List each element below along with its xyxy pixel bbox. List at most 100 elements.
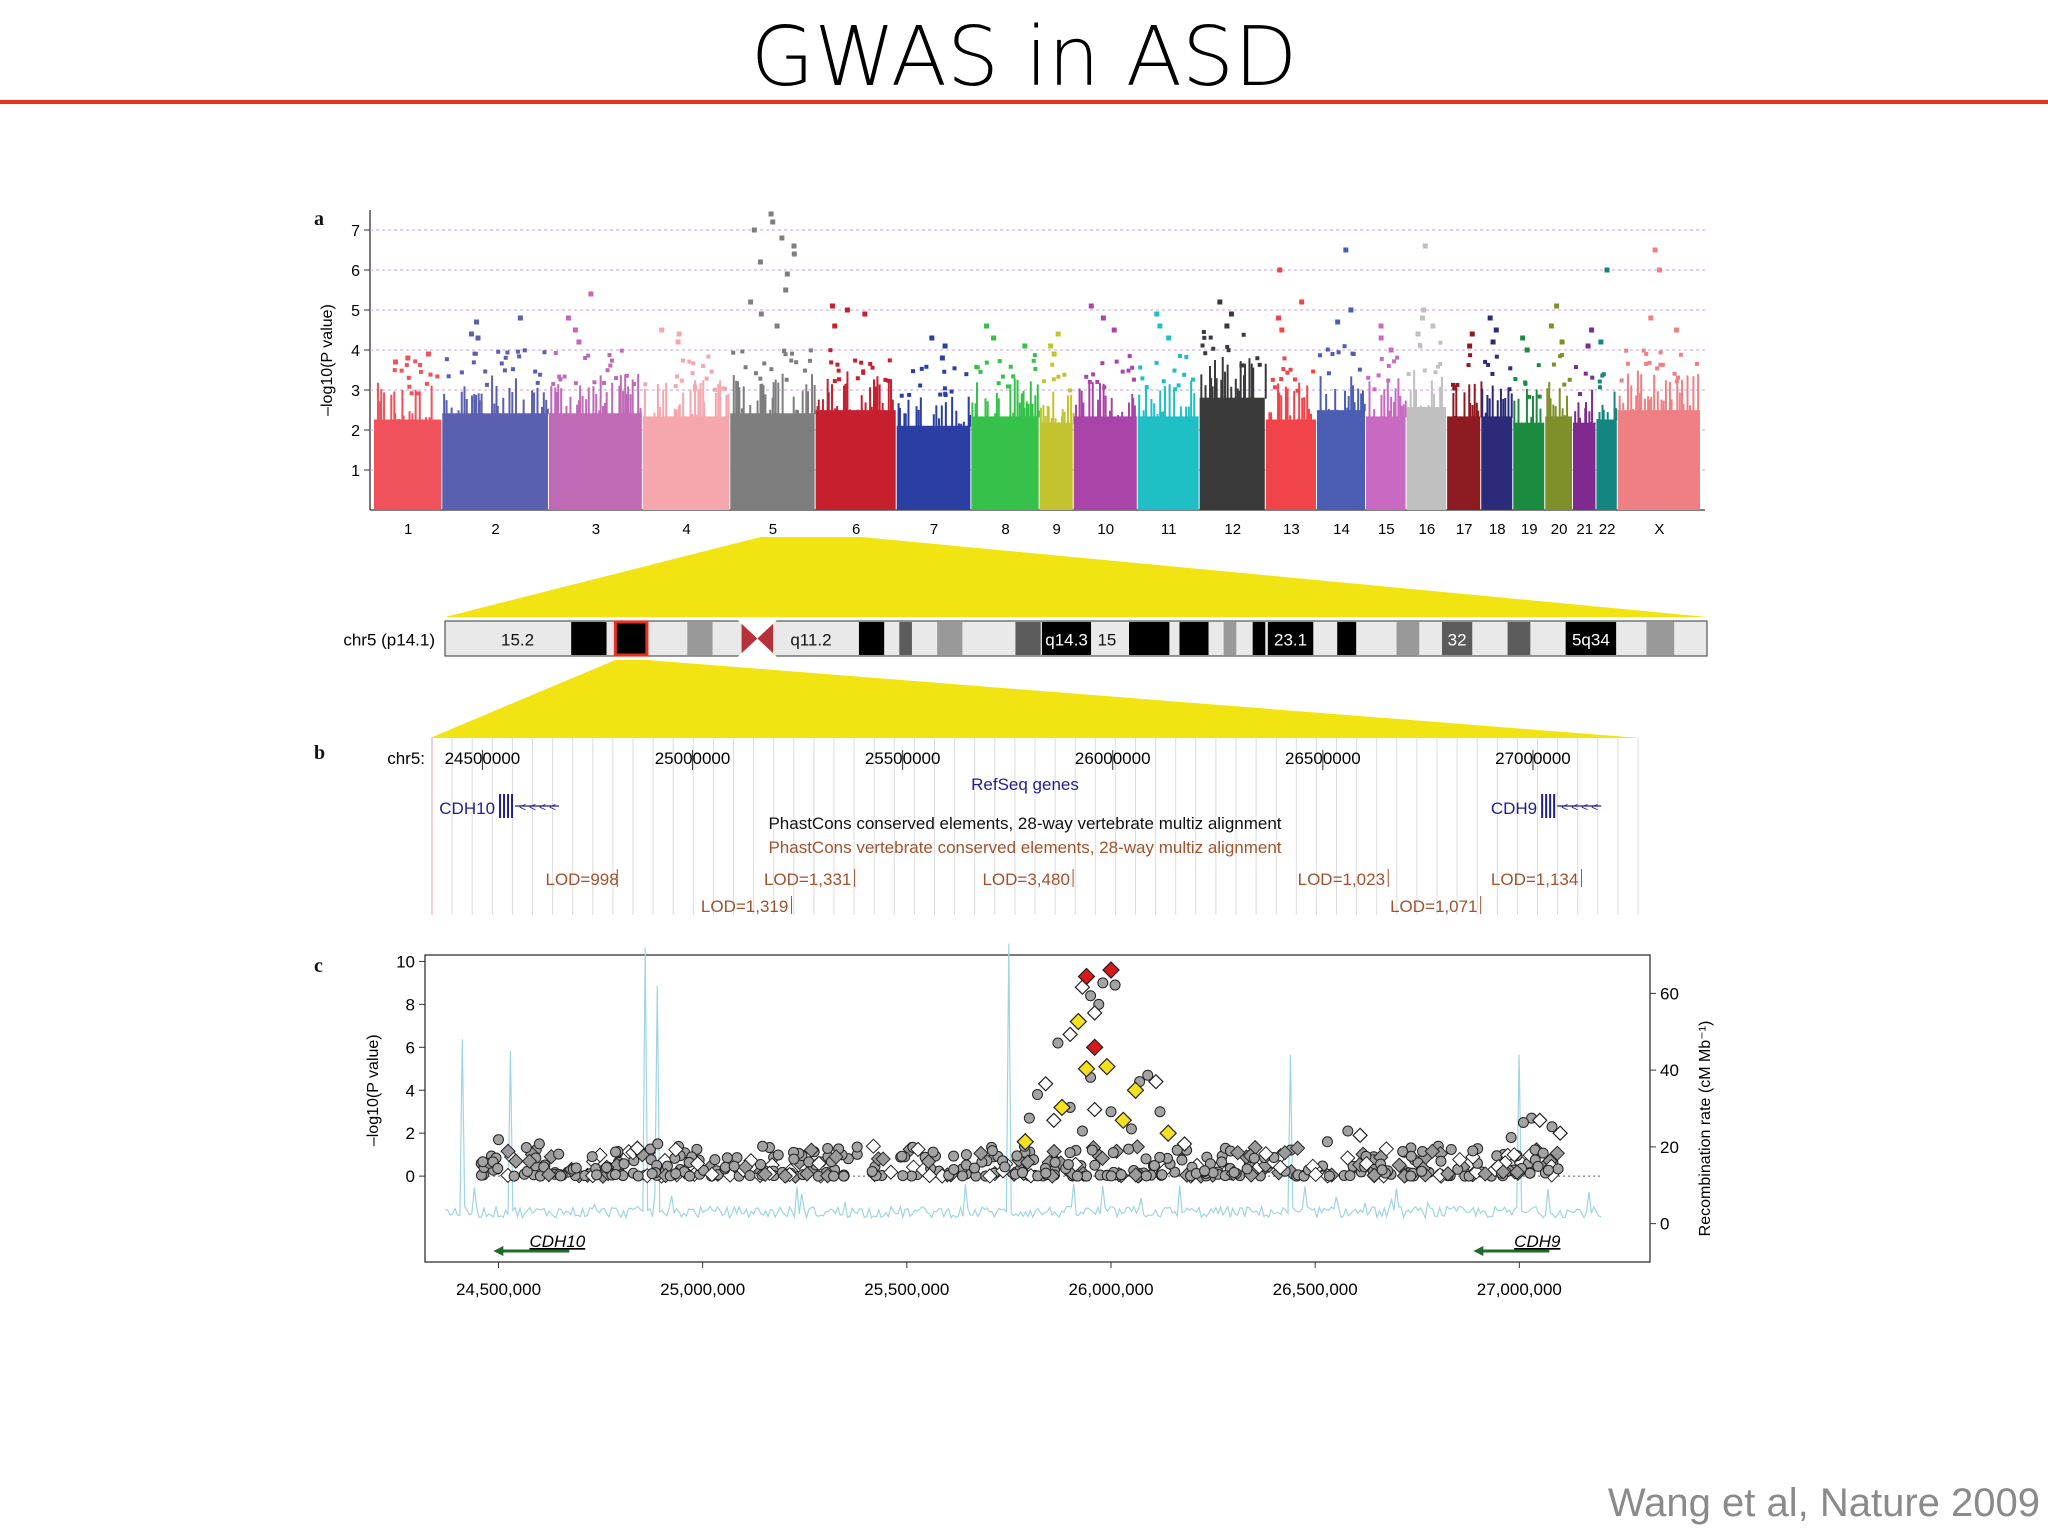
manhattan-bulk-spike [398,419,401,421]
manhattan-point [887,358,892,363]
manhattan-bulk-spike [471,395,474,415]
manhattan-point [1068,388,1073,393]
snp-genotyped-point [921,1167,938,1184]
ideogram-band [1252,622,1266,655]
manhattan-chromosome-label: 22 [1599,521,1616,538]
manhattan-chromosome-1: 1 [374,351,442,538]
manhattan-point [1527,394,1532,399]
manhattan-bulk-spike [457,410,460,415]
manhattan-bulk-spike [834,408,837,412]
manhattan-bulk [1265,419,1316,510]
manhattan-point [471,360,476,365]
manhattan-bulk-spike [536,387,539,415]
manhattan-bulk-spike [1602,409,1605,421]
refseq-strand-arrow: < [549,800,556,814]
manhattan-y-tick-label: 3 [351,383,360,400]
manhattan-bulk-spike [555,391,558,415]
manhattan-top-point [768,211,774,217]
manhattan-point [1295,388,1300,393]
manhattan-bulk-spike [1357,388,1360,412]
ideogram-band-label: 32 [1448,631,1467,650]
manhattan-bulk-spike [805,384,808,415]
manhattan-top-point [572,327,578,333]
manhattan-point [1138,365,1143,370]
manhattan-point [853,358,858,363]
manhattan-bulk-spike [1585,402,1588,424]
manhattan-bulk [548,413,642,510]
manhattan-bulk-spike [496,405,499,415]
manhattan-bulk-spike [514,378,517,415]
manhattan-chromosome-label: 17 [1456,521,1473,538]
manhattan-bulk-spike [940,405,943,427]
manhattan-top-point [1335,319,1341,325]
refseq-exon [499,794,502,818]
manhattan-bulk-spike [1468,384,1471,418]
browser-chrom-label: chr5: [387,749,425,768]
manhattan-point [538,372,543,377]
manhattan-point [807,358,812,363]
manhattan-bulk-spike [411,413,414,421]
manhattan-bulk-spike [1475,402,1478,418]
manhattan-point [1455,382,1460,387]
manhattan-point [1144,385,1149,390]
manhattan-bulk-spike [891,399,894,412]
manhattan-top-point [1055,331,1061,337]
snp-point [1524,1167,1536,1179]
manhattan-bulk-spike [1050,417,1053,424]
manhattan-point [1625,361,1630,366]
manhattan-point [1033,366,1038,371]
ideogram-band [1015,622,1041,655]
manhattan-chromosome-label: 1 [404,521,412,538]
regional-x-tick-label: 27,000,000 [1477,1280,1562,1299]
ideogram-centromere-notch [737,620,778,639]
snp-genotyped-point [689,1155,706,1172]
manhattan-bulk-spike [727,393,730,418]
manhattan-bulk-spike [811,374,814,415]
manhattan-bulk-spike [565,405,568,415]
manhattan-point [583,356,588,361]
manhattan-point [899,393,904,398]
manhattan-bulk-spike [428,417,431,421]
manhattan-top-point [1487,315,1493,321]
manhattan-point [557,374,562,379]
manhattan-chromosome-label: 9 [1053,521,1061,538]
manhattan-bulk-spike [1373,409,1376,418]
manhattan-bulk-spike [541,406,544,415]
snp-peak-point [1142,1069,1154,1081]
manhattan-bulk [1073,416,1137,510]
manhattan-bulk-spike [1593,422,1596,424]
manhattan-top-point [1415,331,1421,337]
snp-genotyped-point [1495,1164,1511,1180]
snp-genotyped-point [1440,1166,1456,1182]
manhattan-point [1490,371,1495,376]
lod-score-label: LOD=1,319 [701,897,788,916]
manhattan-bulk-spike [699,382,702,418]
manhattan-point [1508,366,1513,371]
manhattan-chromosome-label: 21 [1576,521,1593,538]
manhattan-bulk-spike [1530,416,1533,424]
manhattan-bulk-spike [1346,407,1349,412]
snp-point [828,1170,840,1182]
snp-genotyped-point [1358,1155,1375,1172]
ideogram-band [1337,622,1357,655]
manhattan-chromosome-label: 3 [592,521,600,538]
manhattan-bulk-spike [1643,398,1646,412]
snp-peak-point [1321,1136,1333,1148]
manhattan-point [1583,371,1588,376]
regional-y2-tick-label: 60 [1660,984,1679,1003]
manhattan-point [1675,375,1680,380]
manhattan-point [1318,353,1323,358]
manhattan-point [1201,329,1206,334]
snp-point [838,1170,850,1182]
snp-point [591,1169,603,1181]
manhattan-point [704,376,709,381]
ideogram-label: chr5 (p14.1) [343,631,435,650]
manhattan-bulk-spike [531,390,534,415]
snp-point [1123,1143,1135,1155]
ideogram-band [1267,622,1314,655]
manhattan-bulk-spike [1513,400,1516,424]
manhattan-point [1011,374,1016,379]
manhattan-top-point [939,355,945,361]
manhattan-bulk-spike [1622,402,1625,412]
snp-point [1086,1144,1098,1156]
